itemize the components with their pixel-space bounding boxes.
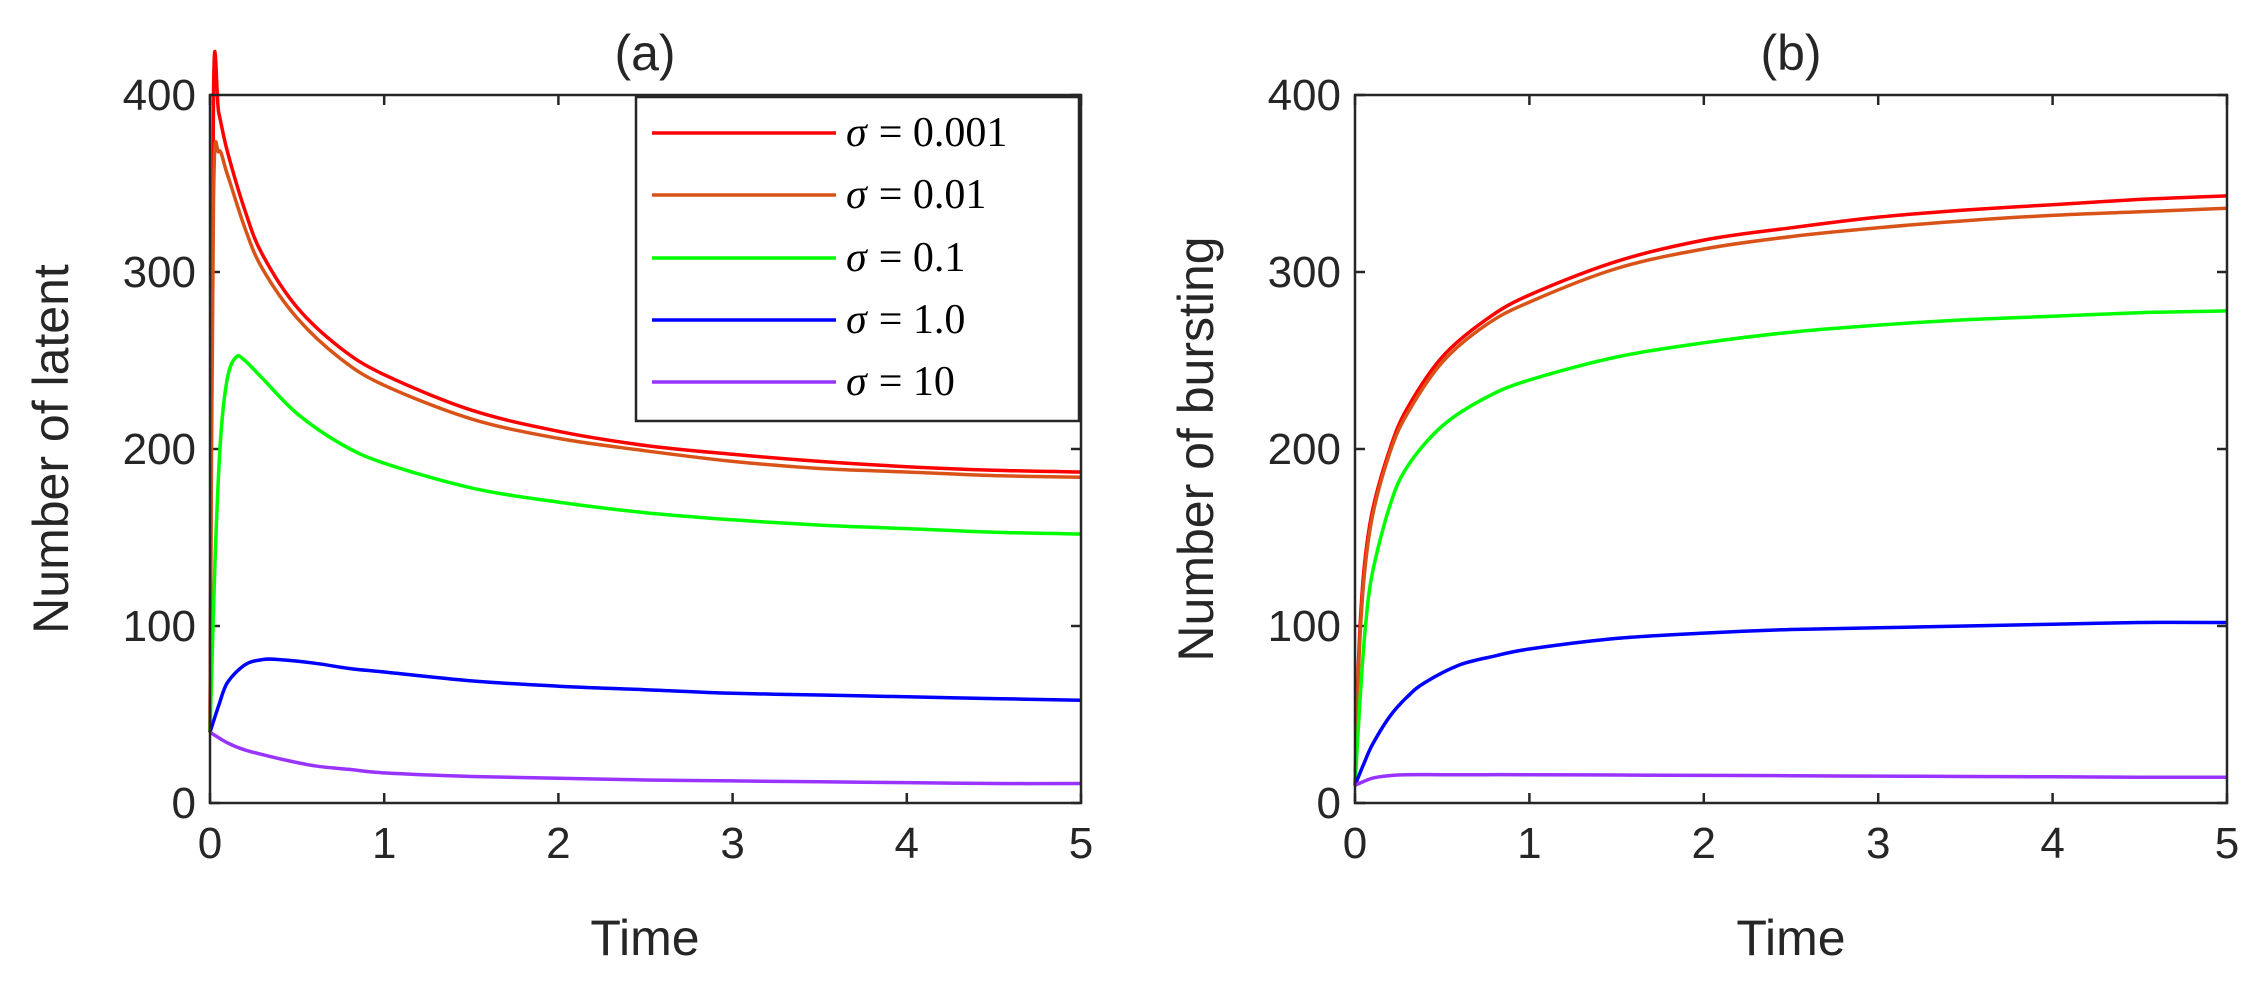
y-tick-label-a-3: 300 (123, 248, 196, 297)
legend-symbol-3: σ (846, 297, 869, 343)
x-tick-label-b-2: 2 (1692, 819, 1716, 868)
legend-symbol-2: σ (846, 235, 869, 281)
chart-panel-b: (b) Time Number of bursting 0 1 2 3 4 5 0 100 2… (1168, 25, 2239, 966)
legend-label-3: σ = 1.0 (846, 297, 965, 343)
x-tick-label-a-4: 4 (895, 819, 919, 868)
x-tick-label-b-3: 3 (1866, 819, 1890, 868)
legend-entry-0: σ = 0.001 (652, 110, 1007, 156)
legend-symbol-4: σ (846, 359, 869, 405)
series-layer-b (1353, 194, 2228, 787)
x-tick-label-a-1: 1 (372, 819, 396, 868)
x-tick-label-a-5: 5 (1069, 819, 1093, 868)
x-tick-labels-b: 0 1 2 3 4 5 (1343, 819, 2239, 868)
series-line-a-0 (208, 49, 1082, 733)
axes-box-a (208, 93, 1083, 805)
chart-title-b: (b) (1760, 25, 1821, 81)
legend-value-3: = 1.0 (879, 297, 966, 343)
legend-entry-4: σ = 10 (652, 359, 955, 405)
series-line-b-4 (1354, 772, 2228, 787)
y-tick-label-b-4: 400 (1268, 71, 1341, 120)
series-line-a-1 (208, 140, 1082, 733)
legend-entry-3: σ = 1.0 (652, 297, 965, 343)
series-line-b-3 (1353, 620, 2228, 786)
series-line-b-2 (1353, 309, 2228, 786)
x-tick-label-b-1: 1 (1517, 819, 1541, 868)
legend-entry-2: σ = 0.1 (652, 235, 965, 281)
legend-value-4: = 10 (879, 359, 955, 405)
chart-panel-a: (a) Time Number of latent 0 1 2 3 4 5 0 100 200… (23, 25, 1093, 966)
legend: σ = 0.001 σ = 0.01 σ = 0.1 σ = 1.0 σ = 10 (634, 95, 1081, 423)
y-tick-labels-b: 0 100 200 300 400 (1268, 71, 1341, 828)
y-tick-label-b-0: 0 (1317, 779, 1341, 828)
legend-value-2: = 0.1 (879, 235, 966, 281)
x-tick-label-b-5: 5 (2215, 819, 2239, 868)
y-tick-label-b-1: 100 (1268, 602, 1341, 651)
y-tick-label-a-0: 0 (172, 779, 196, 828)
x-axis-label-a: Time (590, 910, 699, 966)
series-layer-a (208, 49, 1082, 786)
legend-entry-1: σ = 0.01 (652, 172, 986, 218)
y-tick-label-b-3: 300 (1268, 248, 1341, 297)
series-line-a-4 (209, 730, 1082, 786)
x-tick-label-a-3: 3 (720, 819, 744, 868)
series-line-b-1 (1353, 206, 2228, 786)
x-tick-labels-a: 0 1 2 3 4 5 (198, 819, 1093, 868)
chart-title-a: (a) (614, 25, 675, 81)
y-tick-label-b-2: 200 (1268, 425, 1341, 474)
legend-label-2: σ = 0.1 (846, 235, 965, 281)
y-axis-label-a: Number of latent (23, 264, 79, 634)
legend-value-1: = 0.01 (879, 172, 987, 218)
series-line-a-3 (208, 657, 1082, 733)
x-tick-label-b-4: 4 (2040, 819, 2064, 868)
x-tick-label-b-0: 0 (1343, 819, 1367, 868)
legend-label-4: σ = 10 (846, 359, 955, 405)
x-axis-label-b: Time (1736, 910, 1845, 966)
axes-box-b (1353, 93, 2229, 805)
y-tick-label-a-2: 200 (123, 425, 196, 474)
legend-symbol-1: σ (846, 172, 869, 218)
y-tick-labels-a: 0 100 200 300 400 (123, 71, 196, 828)
y-axis-label-b: Number of bursting (1168, 236, 1224, 661)
y-tick-label-a-4: 400 (123, 71, 196, 120)
legend-value-0: = 0.001 (879, 110, 1008, 156)
y-tick-label-a-1: 100 (123, 602, 196, 651)
series-line-a-2 (208, 354, 1082, 733)
legend-symbol-0: σ (846, 110, 869, 156)
legend-label-1: σ = 0.01 (846, 172, 986, 218)
x-tick-label-a-0: 0 (198, 819, 222, 868)
legend-label-0: σ = 0.001 (846, 110, 1007, 156)
x-tick-label-a-2: 2 (546, 819, 570, 868)
